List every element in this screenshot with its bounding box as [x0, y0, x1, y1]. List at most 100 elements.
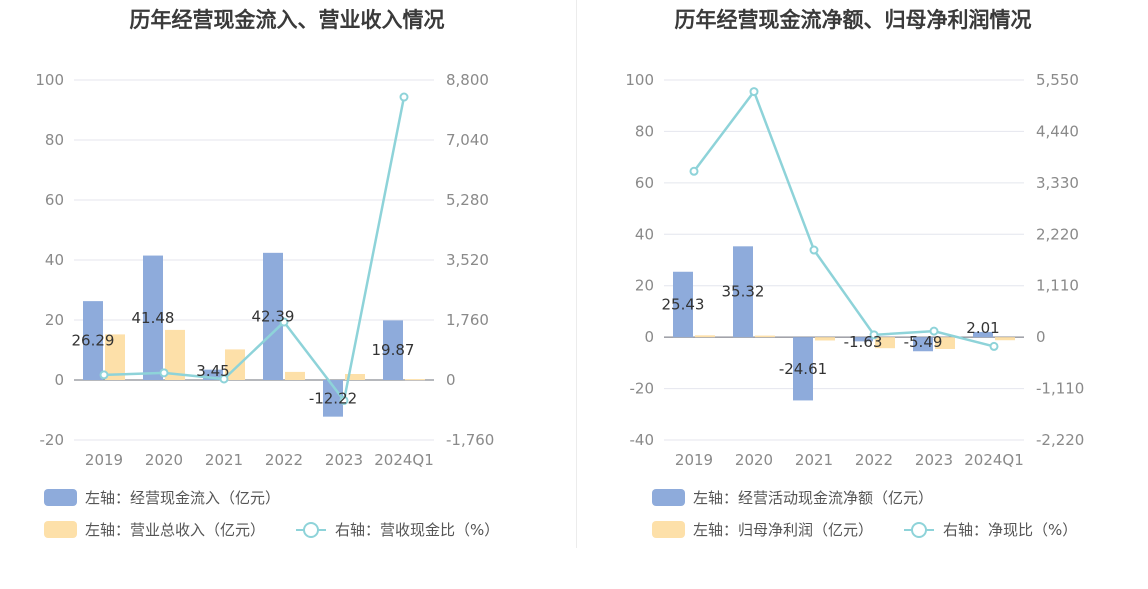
x-axis-tick-label: 2020	[735, 451, 773, 469]
legend-line-marker-icon	[904, 521, 934, 538]
bar-value-label: 26.29	[72, 332, 115, 350]
right-axis-tick-label: 0	[1036, 328, 1046, 346]
x-axis-tick-label: 2021	[795, 451, 833, 469]
legend-item-revenue[interactable]: 左轴：营业总收入（亿元）	[44, 519, 265, 540]
legend-swatch-bar-icon	[44, 489, 77, 506]
left-axis-tick-label: 100	[625, 71, 654, 89]
right-axis-tick-label: 5,280	[446, 191, 489, 209]
bar-value-label: 41.48	[132, 309, 175, 327]
bar-primary	[383, 320, 403, 380]
bar-secondary	[755, 335, 775, 338]
right-axis-tick-label: 8,800	[446, 71, 489, 89]
bar-primary	[83, 301, 103, 380]
legend-line-marker-icon	[296, 521, 326, 538]
bar-secondary	[995, 337, 1015, 341]
ratio-point	[399, 92, 409, 102]
x-axis-tick-label: 2019	[675, 451, 713, 469]
bar-value-label: -1.63	[844, 333, 883, 351]
bar-primary	[913, 337, 933, 352]
ratio-point	[339, 395, 349, 405]
left-axis-tick-label: -20	[40, 431, 65, 449]
x-axis-tick-label: 2020	[145, 451, 183, 469]
ratio-point	[989, 341, 999, 351]
bar-value-label: 35.32	[722, 283, 765, 301]
bar-secondary	[285, 371, 305, 380]
bar-primary	[793, 337, 813, 401]
bar-primary	[203, 369, 223, 380]
right-axis-tick-label: 1,760	[446, 311, 489, 329]
left-axis-tick-label: 40	[45, 251, 64, 269]
legend-item-cash-inflow[interactable]: 左轴：经营现金流入（亿元）	[44, 487, 280, 508]
bar-primary	[973, 331, 993, 338]
ratio-point	[219, 374, 229, 384]
bar-secondary	[875, 337, 895, 349]
legend-item-net-cash-ratio[interactable]: 右轴：净现比（%）	[904, 519, 1077, 540]
right-axis-tick-label: 0	[446, 371, 456, 389]
left-axis-tick-label: 60	[45, 191, 64, 209]
ratio-point	[689, 166, 699, 176]
right-axis-tick-label: -1,760	[446, 431, 494, 449]
right-axis-tick-label: 7,040	[446, 131, 489, 149]
right-axis-tick-label: 3,520	[446, 251, 489, 269]
bar-value-label: 19.87	[372, 341, 415, 359]
bar-value-label: -12.22	[309, 389, 357, 407]
legend-swatch-bar-icon	[652, 489, 685, 506]
ratio-line	[103, 96, 406, 404]
panel-divider	[576, 0, 577, 548]
bar-value-label: 25.43	[662, 295, 705, 313]
right-axis-tick-label: -2,220	[1036, 431, 1084, 449]
bar-value-label: 2.01	[966, 319, 999, 337]
legend-item-net-cash-flow[interactable]: 左轴：经营活动现金流净额（亿元）	[652, 487, 933, 508]
ratio-point	[809, 245, 819, 255]
bar-primary	[673, 271, 693, 338]
legend-item-net-profit[interactable]: 左轴：归母净利润（亿元）	[652, 519, 873, 540]
bar-value-label: 3.45	[196, 362, 229, 380]
chart-title: 历年经营现金流入、营业收入情况	[129, 8, 445, 32]
chart-panel-net-cash-flow: 历年经营现金流净额、归母净利润情况 100 5,550 80 4,440 60 3,330…	[574, 0, 1148, 589]
left-axis-tick-label: 0	[54, 371, 64, 389]
left-axis-tick-label: 0	[644, 328, 654, 346]
left-axis-tick-label: -40	[630, 431, 655, 449]
right-axis-tick-label: 1,110	[1036, 277, 1079, 295]
legend-swatch-bar-icon	[652, 521, 685, 538]
x-axis-tick-label: 2019	[85, 451, 123, 469]
left-axis-tick-label: 60	[635, 174, 654, 192]
bar-secondary	[695, 335, 715, 338]
legend-label: 右轴：净现比（%）	[943, 521, 1078, 539]
bar-secondary	[815, 337, 835, 341]
ratio-point	[159, 368, 169, 378]
legend-item-revenue-cash-ratio[interactable]: 右轴：营收现金比（%）	[296, 519, 499, 540]
bar-secondary	[345, 374, 365, 380]
left-axis-tick-label: 80	[45, 131, 64, 149]
right-axis-tick-label: 2,220	[1036, 225, 1079, 243]
x-axis-tick-label: 2024Q1	[964, 451, 1024, 469]
left-axis-tick-label: 100	[35, 71, 64, 89]
bar-primary	[323, 380, 343, 417]
ratio-point	[929, 326, 939, 336]
x-axis-tick-label: 2022	[855, 451, 893, 469]
legend-label: 左轴：经营现金流入（亿元）	[85, 489, 281, 507]
legend-label: 左轴：营业总收入（亿元）	[85, 521, 266, 539]
chart-plot-area: 100 5,550 80 4,440 60 3,330 40 2,220 20 1,110 0 0 -2…	[625, 71, 1084, 469]
right-axis-tick-label: 5,550	[1036, 71, 1079, 89]
chart-title: 历年经营现金流净额、归母净利润情况	[674, 8, 1032, 32]
bar-secondary	[165, 329, 185, 380]
ratio-point	[99, 370, 109, 380]
bar-value-label: -24.61	[779, 360, 827, 378]
bar-primary	[733, 246, 753, 338]
bar-secondary	[105, 334, 125, 380]
x-axis-tick-label: 2023	[325, 451, 363, 469]
bar-primary	[853, 337, 873, 342]
bar-primary	[143, 255, 163, 380]
left-axis-tick-label: 40	[635, 225, 654, 243]
bar-value-label: -5.49	[904, 333, 943, 351]
right-axis-tick-label: 3,330	[1036, 174, 1079, 192]
x-axis-tick-label: 2024Q1	[374, 451, 434, 469]
ratio-point	[749, 87, 759, 97]
left-axis-tick-label: 20	[635, 277, 654, 295]
bar-secondary	[935, 337, 955, 349]
chart-plot-area: 100 8,800 80 7,040 60 5,280 40 3,520 20 1,760 0 0 -2…	[35, 71, 494, 469]
x-axis-tick-label: 2022	[265, 451, 303, 469]
left-axis-tick-label: 80	[635, 122, 654, 140]
chart-panel-cash-inflow: 历年经营现金流入、营业收入情况 100 8,800 80 7,040 60 5,280 40…	[35, 8, 499, 540]
